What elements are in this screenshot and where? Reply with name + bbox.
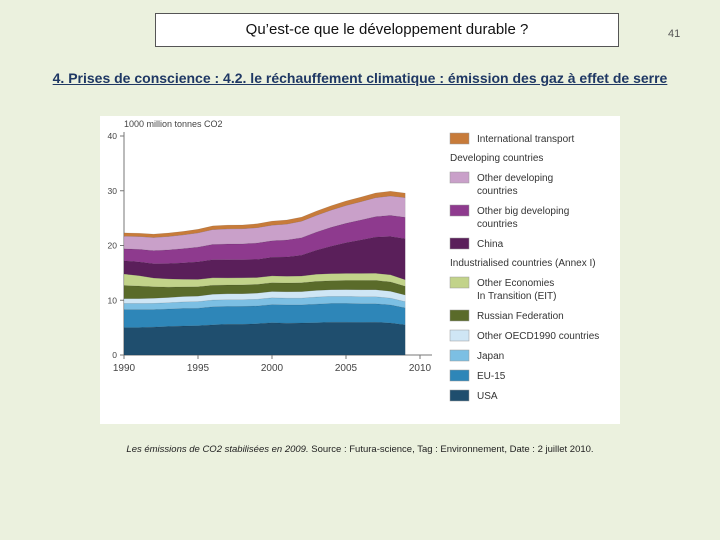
slide-subtitle: 4. Prises de conscience : 4.2. le réchau… xyxy=(52,70,668,86)
y-tick-label: 0 xyxy=(112,350,117,360)
slide-title-box: Qu’est-ce que le développement durable ? xyxy=(155,13,619,47)
x-tick-label: 2000 xyxy=(261,363,284,374)
legend-swatch-4 xyxy=(449,309,470,322)
legend-label-6: China xyxy=(477,239,504,250)
legend-label-4: Russian Federation xyxy=(477,311,564,322)
slide-title: Qu’est-ce que le développement durable ? xyxy=(245,21,529,38)
legend-swatch-5 xyxy=(449,276,470,289)
legend-label-9: International transport xyxy=(477,134,575,145)
chart-panel: 0 10 20 30 40 1990 1995 2000 2005 2010 1000 millio… xyxy=(100,116,620,424)
legend-label-1: EU-15 xyxy=(477,371,506,382)
x-tick-label: 1990 xyxy=(113,363,136,374)
slide-number: 41 xyxy=(668,28,681,40)
legend-swatch-3 xyxy=(449,329,470,342)
area-series-5 xyxy=(123,273,406,288)
area-series-0 xyxy=(123,321,406,356)
y-tick-label: 40 xyxy=(108,131,118,141)
legend-swatch-6 xyxy=(449,237,470,250)
legend-label-8: Other developing countries xyxy=(477,173,553,197)
area-series-1 xyxy=(123,303,406,328)
y-tick-label: 20 xyxy=(108,241,118,251)
x-tick-label: 1995 xyxy=(187,363,210,374)
x-tick-label: 2010 xyxy=(409,363,432,374)
legend-label-7: Other big developing countries xyxy=(477,206,569,230)
emissions-area-chart: 0 10 20 30 40 1990 1995 2000 2005 2010 1000 millio… xyxy=(108,119,600,402)
legend-swatch-7 xyxy=(449,204,470,217)
legend-swatch-1 xyxy=(449,369,470,382)
y-tick-label: 10 xyxy=(108,295,118,305)
legend-label-2: Japan xyxy=(477,351,504,362)
legend-label-3: Other OECD1990 countries xyxy=(477,331,599,342)
legend-label-5: Other Economies In Transition (EIT) xyxy=(477,278,556,302)
legend-label-0: USA xyxy=(477,391,498,402)
legend-swatch-2 xyxy=(449,349,470,362)
legend-swatch-9 xyxy=(449,132,470,145)
x-tick-label: 2005 xyxy=(335,363,358,374)
legend-heading-industrialised: Industrialised countries (Annex I) xyxy=(450,258,596,269)
figure-caption: Les émissions de CO2 stabilisées en 2009… xyxy=(0,444,720,455)
caption-note: Les émissions de CO2 stabilisées en 2009… xyxy=(126,444,309,455)
area-series-2 xyxy=(123,296,406,310)
legend-swatch-0 xyxy=(449,389,470,402)
legend-heading-developing: Developing countries xyxy=(450,153,543,164)
area-series-9 xyxy=(123,190,406,238)
y-tick-label: 30 xyxy=(108,186,118,196)
legend-swatch-8 xyxy=(449,171,470,184)
y-axis-label: 1000 million tonnes CO2 xyxy=(124,119,223,129)
caption-source: Source : Futura-science, Tag : Environne… xyxy=(308,444,594,455)
